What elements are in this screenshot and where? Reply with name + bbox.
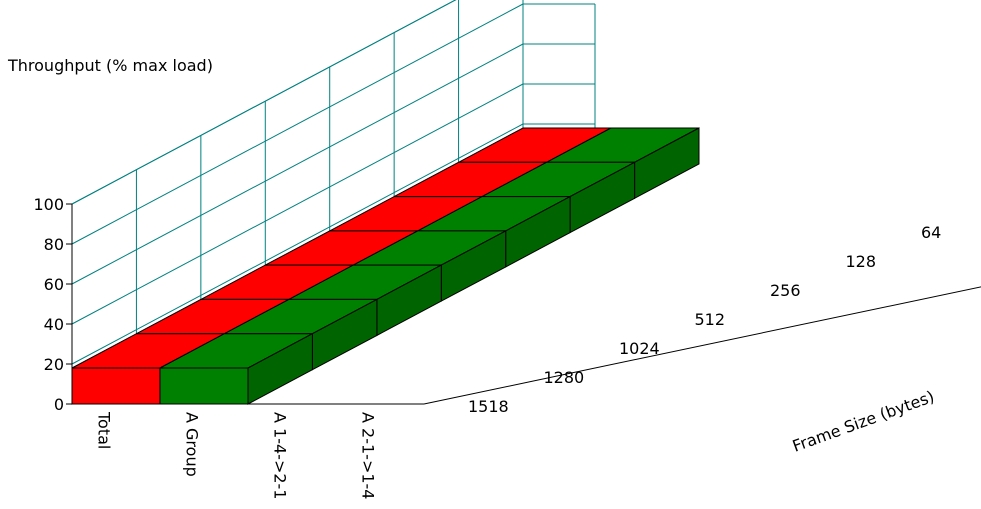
y-tick-label: 0 xyxy=(54,395,64,414)
frame-size-label: 128 xyxy=(846,252,877,271)
bar-front-a-group xyxy=(159,367,249,405)
frame-size-label: 1024 xyxy=(619,339,660,358)
wall-grid-horizontal xyxy=(71,0,457,205)
chart-walls xyxy=(71,0,596,405)
x-category-label: A Group xyxy=(182,412,201,477)
chart-axes xyxy=(66,203,981,405)
frame-size-label: 64 xyxy=(921,223,941,242)
z-axis-line xyxy=(423,286,981,405)
wall-grid-horizontal xyxy=(71,3,524,245)
bar-side xyxy=(247,332,313,405)
y-tick-label: 100 xyxy=(33,195,64,214)
wall-grid-horizontal xyxy=(71,83,524,325)
y-tick-label: 60 xyxy=(44,275,64,294)
x-category-label: Total xyxy=(94,411,113,449)
x-category-label: A 2-1->1-4 xyxy=(358,412,377,499)
x-category-label: A 1-4->2-1 xyxy=(270,412,289,499)
chart-bars xyxy=(71,127,700,405)
wall-grid-horizontal xyxy=(71,43,524,285)
frame-size-label: 256 xyxy=(770,281,801,300)
y-axis-label: Throughput (% max load) xyxy=(7,56,213,75)
y-tick-label: 40 xyxy=(44,315,64,334)
frame-size-label: 1518 xyxy=(468,397,509,416)
wall-grid-horizontal xyxy=(71,123,524,365)
y-tick-label: 20 xyxy=(44,355,64,374)
z-axis-label: Frame Size (bytes) xyxy=(790,387,937,456)
frame-size-label: 1280 xyxy=(544,368,585,387)
frame-size-label: 512 xyxy=(695,310,726,329)
y-tick-label: 80 xyxy=(44,235,64,254)
bar-front-total xyxy=(71,367,161,405)
